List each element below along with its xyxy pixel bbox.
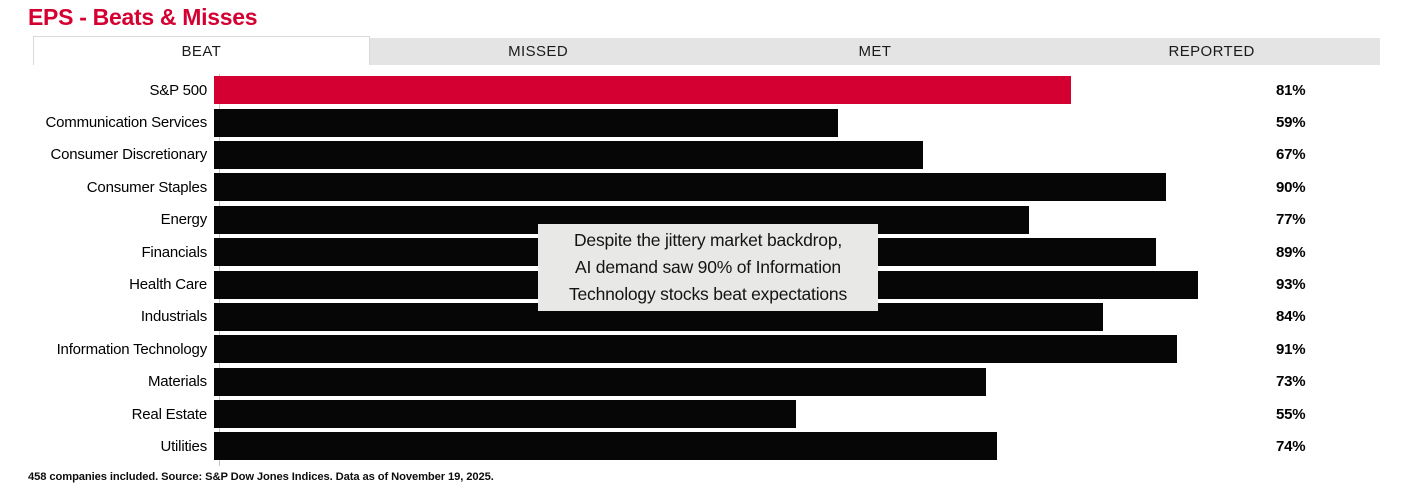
category-label: Utilities (160, 437, 207, 455)
bar (214, 432, 997, 461)
annotation-box: Despite the jittery market backdrop, AI … (538, 224, 878, 311)
bar-track (214, 76, 1272, 105)
page-title: EPS - Beats & Misses (28, 4, 258, 30)
category-label: Consumer Discretionary (50, 146, 208, 164)
category-label: Financials (141, 243, 207, 261)
bar-value: 93% (1276, 276, 1306, 294)
bar-track (214, 400, 1272, 429)
bar-value: 89% (1276, 243, 1306, 261)
bar-value: 73% (1276, 373, 1306, 391)
tab-missed[interactable]: MISSED (369, 38, 707, 65)
table-row: Information Technology 91% (0, 333, 1402, 365)
table-row: Utilities 74% (0, 430, 1402, 462)
bar-track (214, 367, 1272, 396)
bar (214, 140, 923, 169)
bar-track (214, 108, 1272, 137)
tab-bar: BEAT MISSED MET REPORTED (33, 36, 1380, 65)
tab-beat[interactable]: BEAT (33, 36, 370, 65)
bar-value: 81% (1276, 81, 1306, 99)
bar (214, 173, 1167, 202)
annotation-line: Despite the jittery market backdrop, (573, 230, 843, 250)
category-label: Real Estate (131, 405, 208, 423)
category-label: Energy (160, 211, 208, 229)
bar-value: 84% (1276, 308, 1306, 326)
category-label: Health Care (129, 276, 207, 294)
y-axis-line (219, 74, 220, 466)
bar-value: 91% (1276, 340, 1306, 358)
table-row: Materials 73% (0, 366, 1402, 398)
bar-value: 67% (1276, 146, 1306, 164)
bar-track (214, 173, 1272, 202)
category-label: S&P 500 (149, 81, 207, 99)
bar (214, 108, 839, 137)
bar-value: 74% (1276, 437, 1306, 455)
category-label: Communication Services (45, 114, 208, 132)
bar-rows: S&P 500 81% Communication Services 59% C… (0, 74, 1402, 463)
category-label: Materials (147, 373, 207, 391)
bar-value: 90% (1276, 178, 1306, 196)
bar-chart: S&P 500 81% Communication Services 59% C… (0, 74, 1402, 466)
tab-met[interactable]: MET (706, 38, 1044, 65)
category-label: Consumer Staples (86, 178, 207, 196)
category-label: Information Technology (56, 340, 208, 358)
annotation-line: AI demand saw 90% of Information (575, 257, 841, 277)
bar-track (214, 140, 1272, 169)
category-label: Industrials (140, 308, 207, 326)
bar-value: 59% (1276, 114, 1306, 132)
table-row: Consumer Discretionary 67% (0, 139, 1402, 171)
bar (214, 400, 796, 429)
table-row: S&P 500 81% (0, 74, 1402, 106)
table-row: Consumer Staples 90% (0, 171, 1402, 203)
bar-value: 55% (1276, 405, 1306, 423)
bar-track (214, 432, 1272, 461)
bar-track (214, 335, 1272, 364)
table-row: Real Estate 55% (0, 398, 1402, 430)
bar (214, 335, 1177, 364)
bar (214, 76, 1071, 105)
bar-value: 77% (1276, 211, 1306, 229)
source-note: 458 companies included. Source: S&P Dow … (28, 471, 494, 483)
table-row: Communication Services 59% (0, 106, 1402, 138)
tab-reported[interactable]: REPORTED (1043, 38, 1380, 65)
annotation-line: Technology stocks beat expectations (568, 284, 848, 304)
bar (214, 367, 987, 396)
